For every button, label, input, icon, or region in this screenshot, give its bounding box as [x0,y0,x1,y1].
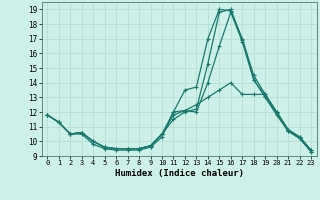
X-axis label: Humidex (Indice chaleur): Humidex (Indice chaleur) [115,169,244,178]
